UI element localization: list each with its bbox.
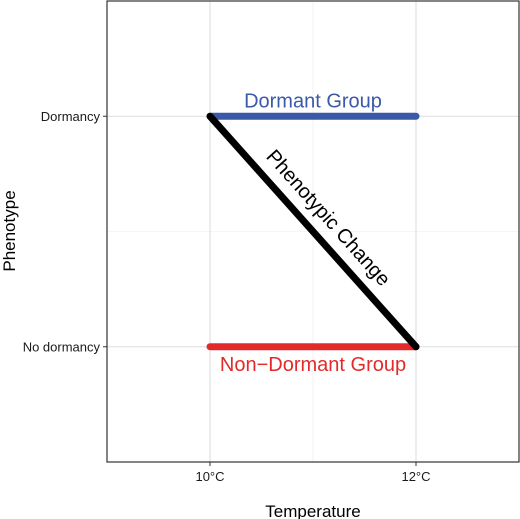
y-axis-ticks: No dormancy Dormancy (23, 109, 107, 354)
x-tick-label: 12°C (401, 469, 430, 484)
x-axis-title: Temperature (265, 502, 360, 519)
x-axis-ticks: 10°C 12°C (195, 462, 431, 484)
series-layer (206, 112, 420, 351)
x-tick-label: 10°C (195, 469, 224, 484)
series-line (206, 112, 420, 351)
plot-panel-border (106, 0, 520, 463)
annotation-label: Non−Dormant Group (220, 354, 406, 376)
annotation-label: Phenotypic Change (262, 146, 395, 291)
annotation-label: Dormant Group (244, 90, 382, 112)
y-tick-label: Dormancy (41, 109, 101, 124)
y-tick-label: No dormancy (23, 339, 101, 354)
y-axis-title: Phenotype (0, 190, 19, 271)
